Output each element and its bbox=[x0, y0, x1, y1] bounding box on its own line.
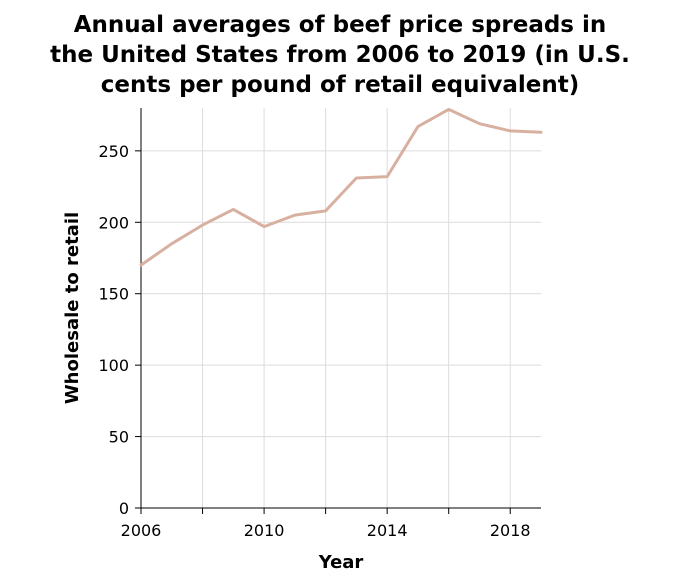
y-tick-label: 50 bbox=[109, 428, 129, 447]
title-line-1: Annual averages of beef price spreads in bbox=[74, 12, 607, 38]
plot-grid bbox=[140, 108, 541, 508]
x-tick-label: 2014 bbox=[367, 521, 408, 540]
chart-title: Annual averages of beef price spreads in… bbox=[50, 12, 630, 98]
series-line bbox=[139, 107, 543, 267]
title-line-2: the United States from 2006 to 2019 (in … bbox=[50, 42, 630, 68]
x-axis-label: Year bbox=[318, 552, 364, 573]
y-axis-ticks: 0 50 100 150 200 250 bbox=[98, 142, 141, 518]
y-tick-label: 100 bbox=[98, 356, 129, 375]
series-layer bbox=[139, 107, 543, 267]
x-axis-ticks: 2006 2010 2014 2018 bbox=[121, 508, 531, 540]
x-tick-label: 2006 bbox=[121, 521, 162, 540]
y-tick-label: 200 bbox=[98, 213, 129, 232]
x-tick-label: 2010 bbox=[244, 521, 285, 540]
x-tick-label: 2018 bbox=[490, 521, 531, 540]
y-tick-label: 250 bbox=[98, 142, 129, 161]
title-line-3: cents per pound of retail equivalent) bbox=[101, 72, 579, 98]
y-tick-label: 150 bbox=[98, 285, 129, 304]
y-axis-label: Wholesale to retail bbox=[62, 212, 83, 404]
y-tick-label: 0 bbox=[119, 499, 129, 518]
plot-axes bbox=[140, 108, 541, 509]
